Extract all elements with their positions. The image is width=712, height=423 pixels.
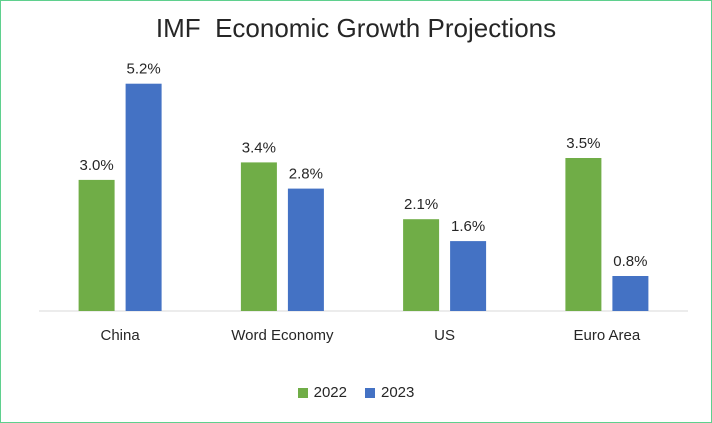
data-label-2023-word-economy: 2.8%: [289, 166, 323, 183]
legend-item-2022: 2022: [297, 384, 347, 401]
chart-legend: 2022 2023: [1, 384, 711, 401]
legend-swatch-2023: [365, 387, 375, 398]
data-label-2023-euro-area: 0.8%: [613, 253, 647, 270]
data-label-2023-us: 1.6%: [451, 218, 485, 235]
x-tick-label-word-economy: Word Economy: [231, 327, 334, 344]
bar-2022-china: [78, 179, 115, 311]
data-label-2023-china: 5.2%: [126, 61, 160, 78]
legend-item-2023: 2023: [365, 384, 414, 401]
x-tick-label-euro-area: Euro Area: [574, 327, 641, 344]
bar-2023-china: [125, 83, 162, 311]
x-tick-label-china: China: [100, 327, 140, 344]
legend-label-2023: 2023: [381, 384, 415, 401]
bar-2022-word-economy: [240, 162, 277, 311]
bar-2022-us: [403, 219, 440, 311]
bar-2023-euro-area: [612, 276, 649, 311]
data-label-2022-china: 3.0%: [79, 157, 113, 174]
chart-title: IMF Economic Growth Projections: [155, 13, 557, 43]
x-tick-label-us: US: [434, 327, 455, 344]
legend-label-2022: 2022: [313, 384, 347, 401]
data-label-2022-us: 2.1%: [404, 196, 438, 213]
data-label-2022-word-economy: 3.4%: [242, 139, 276, 156]
bar-2022-euro-area: [565, 158, 602, 311]
data-label-2022-euro-area: 3.5%: [566, 135, 600, 152]
legend-swatch-2022: [297, 387, 308, 398]
bar-2023-us: [450, 241, 487, 311]
bar-2023-word-economy: [287, 188, 324, 311]
